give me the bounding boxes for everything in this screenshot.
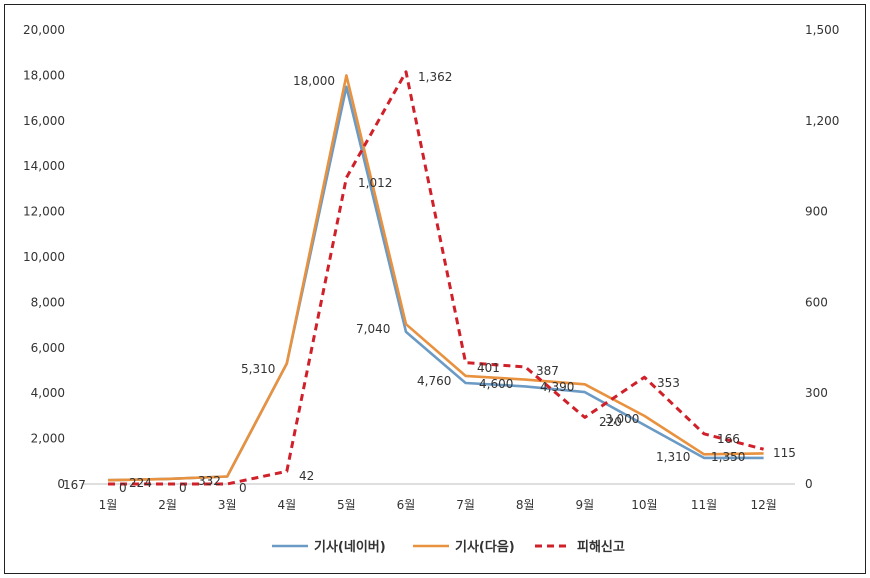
x-tick-label: 12월 [750, 498, 776, 512]
data-label: 3,000 [605, 412, 639, 426]
y-right-tick-label: 300 [805, 386, 828, 400]
y-left-tick-label: 18,000 [23, 68, 65, 82]
data-label: 4,600 [479, 377, 513, 391]
y-right-tick-label: 1,200 [805, 114, 839, 128]
data-label: 0 [239, 481, 247, 495]
data-label: 1,350 [711, 450, 745, 464]
y-left-tick-label: 16,000 [23, 114, 65, 128]
x-tick-label: 8월 [516, 498, 535, 512]
legend-label: 기사(네이버) [314, 539, 386, 555]
x-tick-label: 2월 [158, 498, 177, 512]
y-right-tick-label: 900 [805, 205, 828, 219]
data-label: 42 [299, 469, 314, 483]
x-tick-label: 1월 [99, 498, 118, 512]
legend-label: 피해신고 [577, 539, 625, 555]
y-left-tick-label: 8,000 [31, 295, 65, 309]
data-label: 1,012 [358, 176, 392, 190]
data-label: 4,390 [540, 380, 574, 394]
x-tick-label: 5월 [337, 498, 356, 512]
data-label: 220 [599, 415, 622, 429]
y-left-tick-label: 4,000 [31, 386, 65, 400]
data-label: 0 [119, 481, 127, 495]
y-left-tick-label: 12,000 [23, 205, 65, 219]
data-label: 167 [63, 478, 86, 492]
data-label: 5,310 [241, 362, 275, 376]
data-label: 1,310 [656, 450, 690, 464]
series-line-1 [107, 85, 764, 482]
x-tick-label: 9월 [575, 498, 594, 512]
data-label: 18,000 [293, 74, 335, 88]
data-label: 387 [536, 364, 559, 378]
y-right-tick-label: 600 [805, 295, 828, 309]
y-right-tick-label: 1,500 [805, 23, 839, 37]
data-label: 224 [129, 476, 152, 490]
data-label: 4,760 [417, 374, 451, 388]
data-label: 332 [198, 474, 221, 488]
data-label: 115 [773, 446, 796, 460]
series-line-3 [108, 70, 764, 486]
data-label: 1,362 [418, 70, 452, 84]
y-left-tick-label: 10,000 [23, 250, 65, 264]
y-left-tick-label: 14,000 [23, 159, 65, 173]
y-left-tick-label: 6,000 [31, 341, 65, 355]
x-tick-label: 4월 [277, 498, 296, 512]
y-right-tick-label: 0 [805, 477, 813, 491]
y-left-tick-label: 0 [57, 477, 65, 491]
chart-frame: 0 2,000 4,000 6,000 8,000 10,000 12,000 14,000 1… [4, 4, 866, 574]
data-label: 7,040 [356, 322, 390, 336]
legend-label: 기사(다음) [455, 539, 515, 555]
data-label: 353 [657, 376, 680, 390]
data-label: 401 [477, 361, 500, 375]
y-left-tick-label: 2,000 [31, 432, 65, 446]
x-tick-label: 7월 [456, 498, 475, 512]
x-tick-label: 10월 [631, 498, 657, 512]
x-tick-label: 11월 [691, 498, 717, 512]
data-label: 166 [717, 432, 740, 446]
x-tick-label: 3월 [218, 498, 237, 512]
x-tick-label: 6월 [397, 498, 416, 512]
data-label: 0 [179, 481, 187, 495]
series-line-2 [107, 74, 764, 482]
y-left-tick-label: 20,000 [23, 23, 65, 37]
line-chart: 0 2,000 4,000 6,000 8,000 10,000 12,000 14,000 1… [23, 23, 839, 555]
